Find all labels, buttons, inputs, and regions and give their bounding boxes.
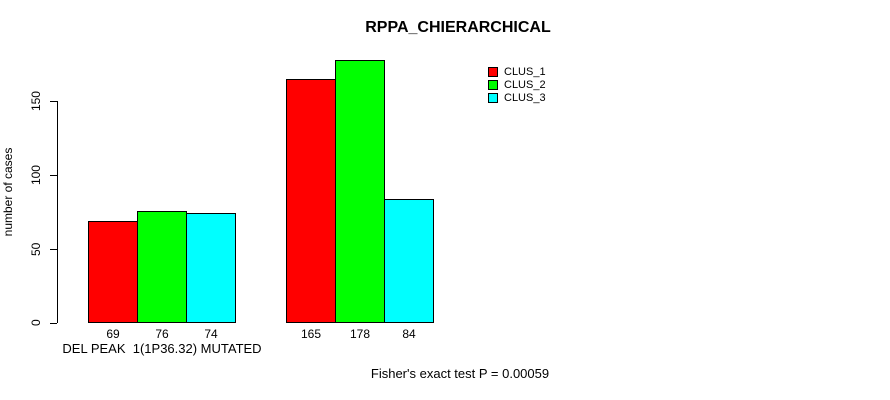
y-axis-tick-150: [50, 100, 57, 102]
legend-item-clus_2: CLUS_2: [488, 78, 546, 91]
bar-clus_3-group2: [384, 198, 434, 323]
chart-title: RPPA_CHIERARCHICAL: [365, 19, 551, 36]
y-axis-tick-50: [50, 248, 57, 250]
footer-annotation: Fisher's exact test P = 0.00059: [370, 366, 550, 381]
bar-value-label-clus_3-group2: 84: [402, 327, 416, 341]
legend-swatch-icon: [488, 92, 498, 103]
y-axis-title: number of cases: [1, 147, 15, 237]
plot-area: 0 50 100 150 69 165 76 178 74 84 DEL PEAK 1(1P36.3…: [29, 50, 458, 356]
legend: CLUS_1 CLUS_2 CLUS_3: [488, 65, 546, 104]
bar-clus_2-group2: [335, 59, 385, 323]
y-axis-tick-label-50: 50: [29, 242, 43, 256]
x-category-label-group1: DEL PEAK 1(1P36.32) MUTATED: [62, 341, 262, 356]
y-axis-tick-label-150: 150: [29, 90, 43, 112]
y-axis-tick-label-0: 0: [29, 319, 43, 327]
y-axis-tick-label-100: 100: [29, 164, 43, 186]
legend-swatch-icon: [488, 79, 498, 90]
legend-label: CLUS_2: [504, 78, 546, 91]
legend-label: CLUS_1: [504, 65, 546, 78]
bar-value-label-clus_3-group1: 74: [204, 327, 218, 341]
y-axis-line: [57, 101, 58, 323]
y-axis-tick-100: [50, 174, 57, 176]
bar-value-label-clus_1-group2: 165: [300, 327, 322, 341]
legend-item-clus_3: CLUS_3: [488, 91, 546, 104]
bar-value-label-clus_2-group2: 178: [349, 327, 371, 341]
bar-clus_1-group2: [286, 78, 336, 323]
legend-swatch-icon: [488, 66, 498, 77]
bar-clus_1-group1: [88, 220, 138, 323]
legend-item-clus_1: CLUS_1: [488, 65, 546, 78]
bar-value-label-clus_1-group1: 69: [106, 327, 120, 341]
bar-clus_2-group1: [137, 210, 187, 323]
bar-clus_3-group1: [186, 213, 236, 323]
y-axis-tick-0: [50, 322, 57, 324]
bar-value-label-clus_2-group1: 76: [155, 327, 169, 341]
legend-label: CLUS_3: [504, 91, 546, 104]
